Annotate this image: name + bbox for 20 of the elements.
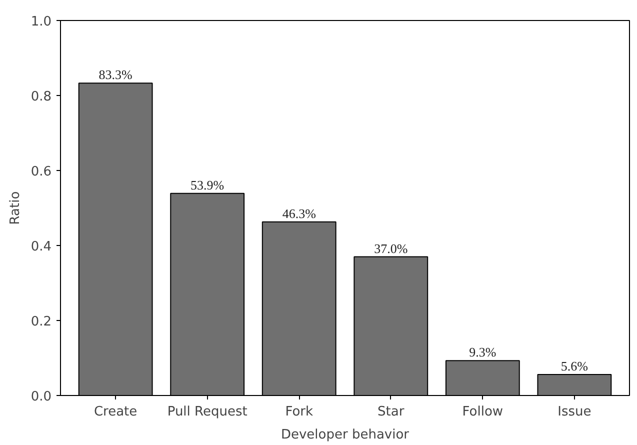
x-tick-label: Pull Request <box>167 404 248 420</box>
y-tick-label: 0.0 <box>30 390 52 404</box>
x-axis-title: Developer behavior <box>280 428 410 442</box>
x-tick-label: Fork <box>285 404 314 420</box>
data-label: 9.3% <box>469 344 496 360</box>
y-tick-label: 0.2 <box>30 314 52 330</box>
y-tick-label: 0.6 <box>30 164 52 180</box>
y-tick-label: 0.4 <box>30 240 52 254</box>
x-tick-label: Issue <box>558 404 592 420</box>
x-tick-label: Follow <box>462 404 504 420</box>
data-label: 5.6% <box>560 358 588 374</box>
x-tick-label: Create <box>94 404 138 420</box>
data-label: 37.0% <box>374 240 408 256</box>
y-tick-label: 1.0 <box>30 14 52 30</box>
x-tick-label: Star <box>378 404 405 420</box>
y-tick-label: 0.8 <box>30 90 52 104</box>
data-label: 46.3% <box>282 206 316 221</box>
y-axis-title: Ratio <box>8 191 23 225</box>
data-label: 83.3% <box>98 67 133 82</box>
data-label: 53.9% <box>190 177 224 192</box>
